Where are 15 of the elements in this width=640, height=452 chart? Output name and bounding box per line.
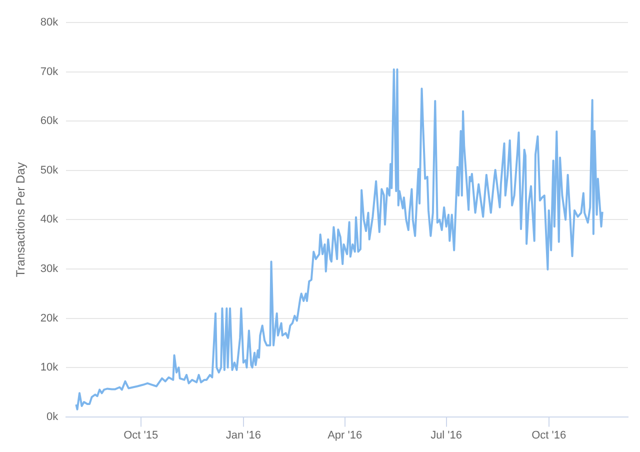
y-tick-label: 80k xyxy=(40,16,59,29)
x-tick-label: Oct '15 xyxy=(124,429,158,442)
y-tick-label: 70k xyxy=(40,66,59,78)
y-tick-label: 0k xyxy=(46,410,59,423)
y-tick-label: 20k xyxy=(40,312,59,324)
x-tick-label: Apr '16 xyxy=(328,429,362,442)
y-tick-label: 60k xyxy=(40,115,59,128)
x-tick-label: Jul '16 xyxy=(430,429,462,442)
y-tick-label: 40k xyxy=(40,214,59,226)
y-tick-label: 30k xyxy=(40,263,59,276)
x-tick-label: Jan '16 xyxy=(226,429,261,442)
y-tick-label: 50k xyxy=(40,164,59,176)
y-axis-title: Transactions Per Day xyxy=(14,162,28,278)
x-tick-label: Oct '16 xyxy=(532,429,566,442)
y-tick-label: 10k xyxy=(40,362,59,374)
